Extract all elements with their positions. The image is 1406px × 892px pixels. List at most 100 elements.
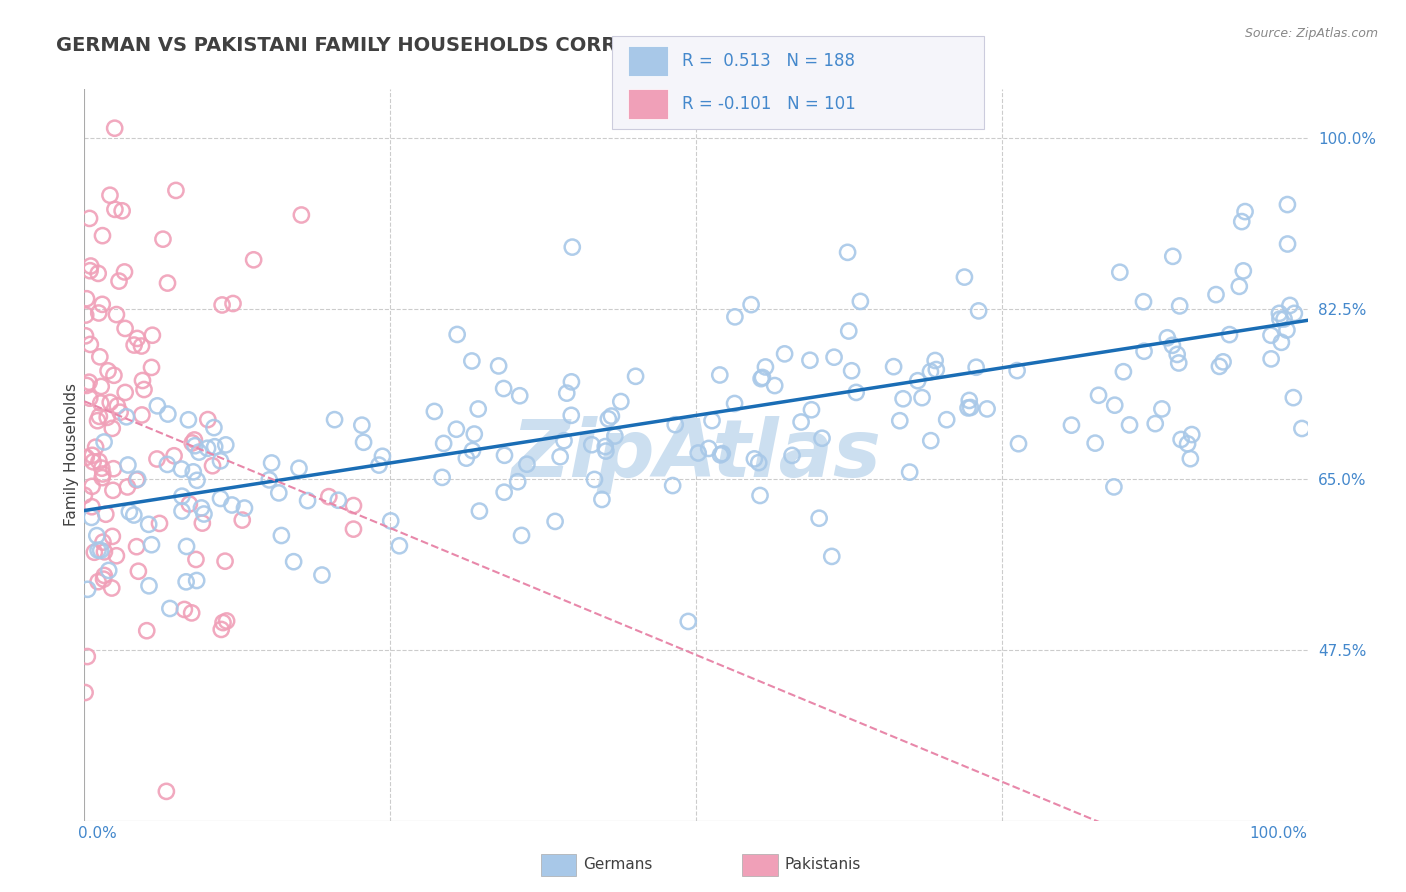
Point xyxy=(209,454,232,468)
Point xyxy=(1278,298,1301,312)
Point xyxy=(1260,328,1282,343)
Point xyxy=(388,539,411,553)
Point xyxy=(1161,249,1184,263)
Point xyxy=(581,438,603,452)
Point xyxy=(79,211,101,226)
Point xyxy=(114,385,136,400)
Point xyxy=(80,259,103,273)
Point xyxy=(1272,312,1295,326)
Point xyxy=(1166,347,1188,361)
Point xyxy=(1102,480,1125,494)
Point xyxy=(80,510,103,524)
Point xyxy=(131,408,153,422)
Point xyxy=(724,310,747,324)
Point xyxy=(97,364,120,378)
Point xyxy=(138,517,160,532)
Point xyxy=(146,399,169,413)
Point xyxy=(600,409,623,423)
Point xyxy=(212,615,235,630)
Point xyxy=(661,478,683,492)
Point xyxy=(89,409,111,424)
Point xyxy=(845,385,868,400)
Point xyxy=(323,412,346,426)
Point xyxy=(100,581,122,595)
Point xyxy=(920,365,942,379)
Point xyxy=(87,454,110,468)
Text: R =  0.513   N = 188: R = 0.513 N = 188 xyxy=(682,52,855,70)
Text: R = -0.101   N = 101: R = -0.101 N = 101 xyxy=(682,95,856,113)
Point xyxy=(883,359,905,374)
Point xyxy=(283,555,305,569)
Point xyxy=(468,504,491,518)
Point xyxy=(104,121,127,136)
Point xyxy=(118,505,141,519)
Point xyxy=(159,601,181,615)
Point xyxy=(155,784,177,798)
Point xyxy=(353,435,375,450)
Point xyxy=(328,493,350,508)
Point xyxy=(516,457,538,471)
Point xyxy=(688,446,710,460)
Point xyxy=(492,382,515,396)
Point xyxy=(141,360,163,375)
Point xyxy=(75,685,97,699)
Point xyxy=(911,391,934,405)
Point xyxy=(494,485,516,500)
Point xyxy=(371,450,394,464)
Point xyxy=(132,383,155,397)
Point xyxy=(548,450,571,464)
Text: Pakistanis: Pakistanis xyxy=(785,857,860,872)
Point xyxy=(1230,214,1253,228)
Point xyxy=(898,465,921,479)
Point xyxy=(433,436,456,450)
Point xyxy=(342,499,364,513)
Point xyxy=(723,396,745,410)
Point xyxy=(838,324,860,338)
Point xyxy=(799,353,821,368)
Point xyxy=(1118,417,1140,432)
Point xyxy=(82,448,104,462)
Point xyxy=(79,263,101,277)
Point xyxy=(91,297,114,311)
Point xyxy=(80,500,103,514)
Point xyxy=(555,386,578,401)
Point xyxy=(77,375,100,389)
Point xyxy=(318,490,340,504)
Point xyxy=(94,508,117,522)
Point xyxy=(749,372,772,386)
Point xyxy=(91,467,114,481)
Point xyxy=(91,535,114,549)
Point xyxy=(925,362,948,376)
Point xyxy=(257,473,280,487)
Point xyxy=(920,434,942,448)
Point xyxy=(122,338,145,352)
Point xyxy=(494,448,516,462)
Point xyxy=(1234,204,1257,219)
Point xyxy=(90,396,112,410)
Point xyxy=(456,451,478,466)
Point xyxy=(711,447,734,461)
Point xyxy=(101,483,124,498)
Text: 0.0%: 0.0% xyxy=(79,825,117,840)
Point xyxy=(1133,344,1156,359)
Point xyxy=(108,405,131,419)
Point xyxy=(624,369,647,384)
Text: ZipAtlas: ZipAtlas xyxy=(510,416,882,494)
Point xyxy=(1060,418,1083,433)
Point xyxy=(101,421,124,435)
Point xyxy=(135,624,157,638)
Point xyxy=(821,549,844,564)
Point xyxy=(127,564,149,578)
Point xyxy=(561,240,583,254)
Point xyxy=(79,337,101,351)
Point xyxy=(117,480,139,494)
Point xyxy=(1212,355,1234,369)
Point xyxy=(111,203,134,218)
Point xyxy=(773,347,796,361)
Point xyxy=(808,511,831,525)
Point xyxy=(678,615,700,629)
Point xyxy=(290,208,312,222)
Point xyxy=(593,440,616,454)
Point xyxy=(350,418,373,433)
Point xyxy=(114,321,136,335)
